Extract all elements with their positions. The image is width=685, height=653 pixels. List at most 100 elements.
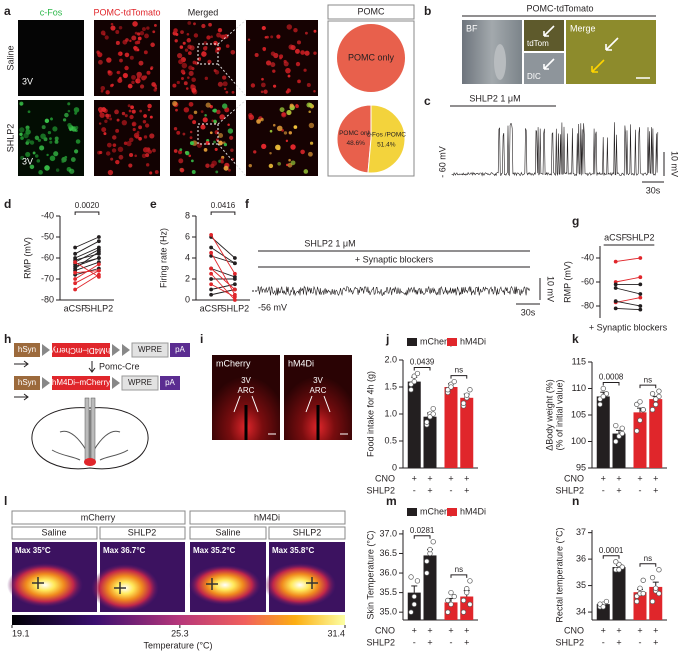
cell — [133, 132, 140, 139]
cell — [308, 110, 311, 114]
cell — [146, 70, 151, 75]
cell — [139, 84, 145, 89]
drug-label: SHLP2 1 μM — [304, 238, 355, 248]
y-tick-label: 0.5 — [384, 435, 397, 445]
p-value: 0.0008 — [599, 373, 624, 382]
panel-title: POMC-tdTomato — [526, 3, 593, 13]
significance-bracket — [639, 563, 657, 567]
cell — [103, 132, 107, 136]
pair-point — [209, 250, 214, 255]
cell — [129, 55, 134, 60]
cell — [38, 170, 43, 175]
pair-point — [638, 292, 643, 296]
p-value: ns — [644, 375, 652, 384]
promoter — [14, 343, 40, 357]
data-point — [613, 559, 619, 565]
data-point — [424, 558, 430, 564]
cell — [29, 164, 35, 170]
row-label: CNO — [564, 473, 584, 483]
row-sign: + — [464, 637, 469, 647]
cell — [147, 103, 152, 109]
p-value: 0.0281 — [410, 526, 435, 535]
row-sign: + — [427, 485, 432, 495]
cell — [288, 158, 291, 162]
legend-swatch — [407, 508, 417, 516]
y-tick-label: 95 — [576, 462, 586, 472]
p-value: 0.0020 — [75, 201, 100, 210]
y-tick-label: 0 — [392, 462, 397, 472]
panel-f: SHLP2 1 μM + Synaptic blockers -56 mV 10… — [252, 238, 556, 317]
cell — [216, 32, 221, 38]
cell — [176, 130, 181, 135]
region-label: 3V — [313, 376, 323, 385]
cell — [265, 60, 272, 66]
cell — [25, 151, 31, 158]
cell — [189, 130, 193, 134]
data-point — [430, 411, 436, 417]
cell — [261, 77, 264, 81]
cell — [107, 70, 111, 74]
cell — [227, 123, 230, 127]
cell — [205, 163, 210, 168]
pair-point — [209, 277, 214, 281]
cell — [114, 109, 119, 115]
pair-line — [74, 261, 100, 278]
cell — [203, 148, 208, 152]
row-sign: + — [616, 473, 621, 483]
data-point — [424, 570, 430, 576]
cell — [177, 150, 183, 155]
cell — [116, 70, 121, 75]
data-point — [637, 399, 643, 405]
cell — [191, 159, 194, 163]
y-tick-label: 8 — [185, 210, 190, 220]
panel-letter: k — [572, 332, 579, 346]
cell — [105, 90, 110, 95]
image-label: tdTom — [527, 39, 549, 48]
cell — [184, 48, 189, 52]
x-tick-label: aCSF — [604, 232, 628, 242]
cell — [213, 140, 216, 144]
cell — [188, 154, 192, 158]
y-tick-label: 36 — [576, 553, 586, 563]
cell — [40, 133, 46, 140]
pair-point — [232, 287, 237, 292]
cell — [49, 155, 56, 162]
cell — [216, 109, 221, 115]
data-point — [613, 422, 619, 429]
element-label: hSyn — [18, 345, 36, 354]
micrograph — [566, 20, 656, 84]
cell — [300, 50, 305, 55]
cell — [209, 131, 213, 135]
pair-point — [73, 281, 78, 286]
cell — [248, 163, 252, 168]
cell — [20, 155, 25, 160]
cell — [100, 89, 104, 93]
cell — [254, 53, 259, 58]
row-sign: + — [653, 637, 658, 647]
pair-line — [615, 287, 641, 295]
cell — [118, 154, 124, 160]
significance-bracket — [639, 384, 657, 389]
cre-label: Pomc-Cre — [99, 361, 140, 371]
lox-site — [42, 344, 130, 356]
cell — [110, 157, 114, 161]
cell — [25, 129, 31, 135]
cell — [41, 125, 46, 130]
y-axis-label: (% of initial value) — [554, 379, 564, 450]
cell — [186, 32, 190, 36]
wpre — [131, 342, 169, 358]
cell — [207, 59, 212, 64]
cell — [174, 39, 178, 43]
cell — [304, 31, 308, 35]
lox-site — [42, 377, 120, 389]
cell — [129, 152, 134, 158]
cell — [219, 114, 225, 120]
bar — [612, 567, 626, 620]
ventricle — [494, 44, 506, 80]
cell — [37, 138, 41, 142]
panel-letter: l — [4, 494, 7, 508]
element-label: WPRE — [138, 345, 162, 354]
x-tick-label: SHLP2 — [221, 303, 250, 313]
scale-label: 10 mV — [670, 151, 680, 177]
cell — [213, 119, 217, 124]
